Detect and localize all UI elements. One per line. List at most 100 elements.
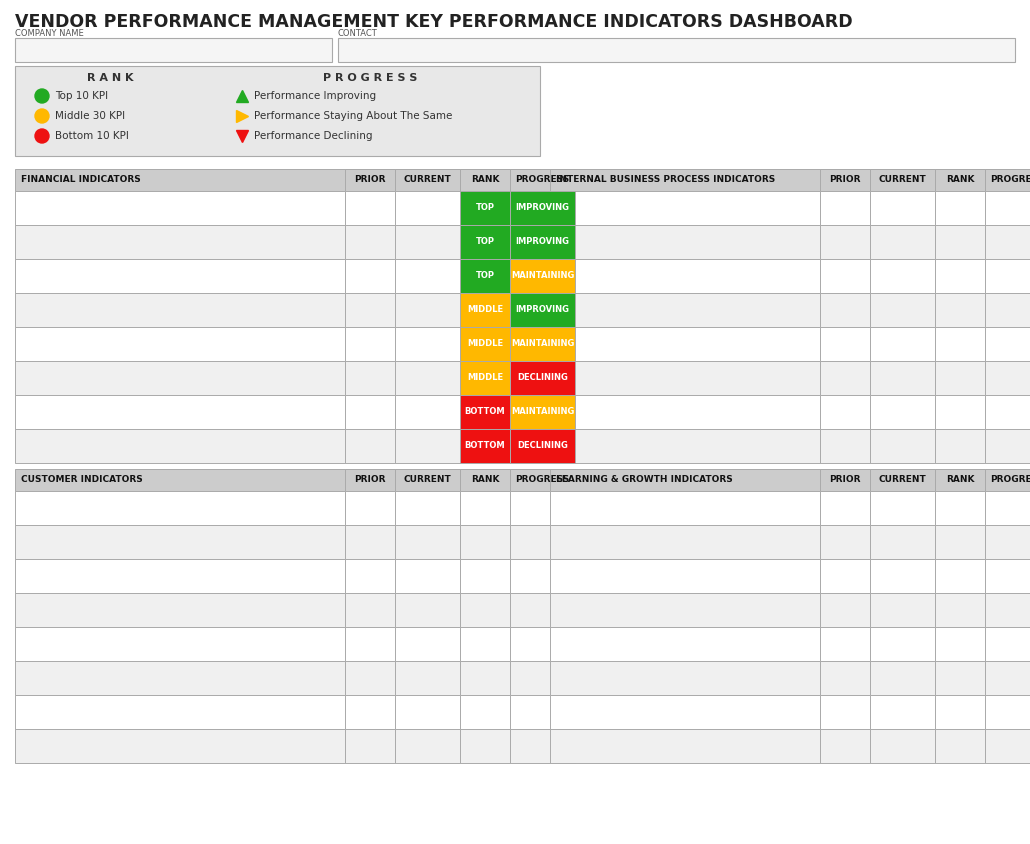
Bar	[394, 293, 460, 327]
Bar	[985, 729, 1030, 763]
Bar	[15, 429, 345, 463]
Bar	[550, 695, 820, 729]
Text: MAINTAINING: MAINTAINING	[511, 272, 574, 280]
Bar	[935, 429, 985, 463]
Text: INTERNAL BUSINESS PROCESS INDICATORS: INTERNAL BUSINESS PROCESS INDICATORS	[556, 176, 776, 185]
Text: Performance Declining: Performance Declining	[254, 131, 373, 141]
Bar	[460, 559, 510, 593]
Bar	[870, 661, 935, 695]
Bar	[820, 327, 870, 361]
Text: MAINTAINING: MAINTAINING	[511, 408, 574, 416]
Bar	[985, 191, 1030, 225]
Bar	[935, 169, 985, 191]
Bar	[460, 469, 510, 491]
Text: TOP: TOP	[476, 272, 494, 280]
Bar	[345, 395, 394, 429]
Text: IMPROVING: IMPROVING	[515, 237, 570, 246]
Bar	[935, 491, 985, 525]
Bar	[394, 429, 460, 463]
Bar	[15, 327, 345, 361]
Text: PRIOR: PRIOR	[354, 475, 386, 484]
Bar	[510, 293, 575, 327]
Bar	[345, 559, 394, 593]
Bar	[550, 395, 820, 429]
Bar	[820, 293, 870, 327]
Bar	[460, 593, 510, 627]
Text: CONTACT: CONTACT	[338, 29, 378, 38]
Bar	[15, 259, 345, 293]
Bar	[15, 695, 345, 729]
Bar	[510, 491, 575, 525]
Bar	[550, 525, 820, 559]
Bar	[985, 559, 1030, 593]
Bar	[345, 593, 394, 627]
Bar	[15, 361, 345, 395]
Bar	[870, 695, 935, 729]
Bar	[550, 327, 820, 361]
Bar	[985, 429, 1030, 463]
Text: MIDDLE: MIDDLE	[467, 339, 503, 349]
Bar	[394, 469, 460, 491]
Bar	[15, 559, 345, 593]
Bar	[394, 627, 460, 661]
Bar	[15, 225, 345, 259]
Bar	[345, 225, 394, 259]
Text: VENDOR PERFORMANCE MANAGEMENT KEY PERFORMANCE INDICATORS DASHBOARD: VENDOR PERFORMANCE MANAGEMENT KEY PERFOR…	[15, 13, 853, 31]
Bar	[870, 469, 935, 491]
Text: Middle 30 KPI: Middle 30 KPI	[55, 111, 125, 121]
Bar	[550, 259, 820, 293]
Bar	[820, 695, 870, 729]
Bar	[870, 729, 935, 763]
Bar	[460, 169, 510, 191]
Text: TOP: TOP	[476, 237, 494, 246]
Bar	[935, 225, 985, 259]
Bar	[550, 429, 820, 463]
Bar	[870, 225, 935, 259]
Bar	[510, 593, 575, 627]
Bar	[550, 627, 820, 661]
Text: IMPROVING: IMPROVING	[515, 203, 570, 213]
Bar	[870, 593, 935, 627]
Bar	[820, 729, 870, 763]
Bar	[510, 469, 575, 491]
Bar	[510, 559, 575, 593]
Bar	[15, 191, 345, 225]
Bar	[870, 395, 935, 429]
Bar	[345, 429, 394, 463]
Bar	[394, 661, 460, 695]
Bar	[15, 627, 345, 661]
Bar	[345, 259, 394, 293]
Text: DECLINING: DECLINING	[517, 374, 568, 382]
Bar	[820, 169, 870, 191]
Bar	[820, 661, 870, 695]
Bar	[394, 191, 460, 225]
Bar	[870, 627, 935, 661]
Bar	[510, 361, 575, 395]
Bar	[820, 395, 870, 429]
Bar	[935, 395, 985, 429]
Bar	[460, 491, 510, 525]
Bar	[15, 169, 540, 191]
Text: CURRENT: CURRENT	[404, 176, 451, 185]
Bar	[394, 593, 460, 627]
Text: IMPROVING: IMPROVING	[515, 306, 570, 315]
Bar	[394, 169, 460, 191]
Bar	[394, 491, 460, 525]
Bar	[550, 361, 820, 395]
Circle shape	[35, 129, 49, 143]
Bar	[15, 491, 345, 525]
Text: Bottom 10 KPI: Bottom 10 KPI	[55, 131, 129, 141]
Text: MAINTAINING: MAINTAINING	[511, 339, 574, 349]
Bar	[935, 293, 985, 327]
Bar	[345, 293, 394, 327]
Bar	[15, 593, 345, 627]
Bar	[870, 491, 935, 525]
Bar	[935, 191, 985, 225]
Bar	[985, 293, 1030, 327]
Bar	[510, 525, 575, 559]
Bar	[345, 327, 394, 361]
Bar	[935, 627, 985, 661]
Bar	[394, 395, 460, 429]
Bar	[550, 225, 820, 259]
Bar	[935, 327, 985, 361]
